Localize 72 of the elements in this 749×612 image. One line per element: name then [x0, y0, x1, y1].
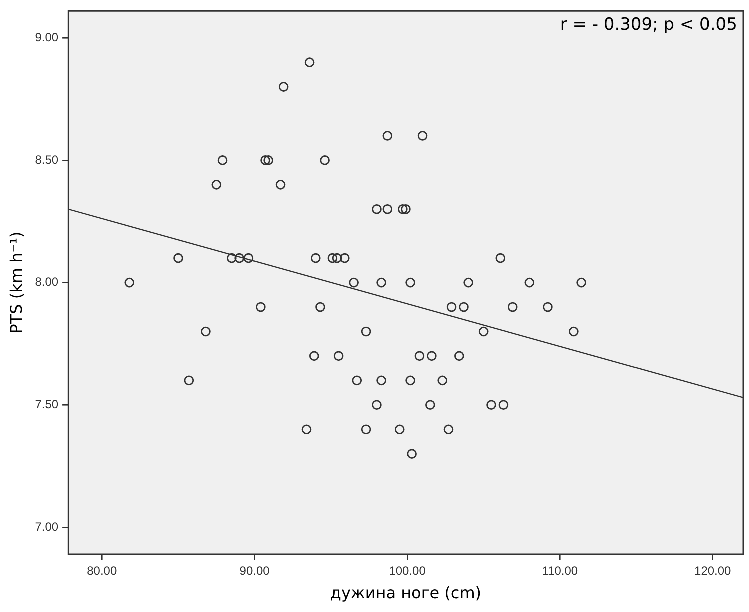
point: [372, 400, 382, 410]
point: [174, 253, 184, 264]
y-tick-label: 7.50: [35, 397, 59, 412]
point: [184, 376, 194, 386]
point: [316, 302, 326, 312]
y-tick-label: 8.00: [35, 275, 59, 290]
point: [418, 131, 428, 141]
point: [361, 424, 372, 435]
point: [234, 253, 244, 264]
point: [394, 424, 405, 435]
x-tick-label: 100.00: [389, 564, 426, 578]
point: [406, 376, 416, 386]
point: [454, 351, 464, 362]
point: [478, 326, 489, 337]
point: [276, 180, 286, 190]
point: [407, 449, 417, 459]
point: [334, 351, 344, 362]
point: [576, 278, 586, 288]
point: [352, 376, 362, 386]
point: [256, 302, 266, 312]
y-tick-label: 7.00: [35, 520, 59, 534]
point: [498, 400, 509, 410]
point: [328, 253, 338, 264]
point: [426, 400, 436, 410]
point: [398, 204, 408, 214]
point: [543, 302, 553, 312]
point: [508, 302, 518, 312]
point: [486, 400, 496, 410]
point: [309, 351, 320, 362]
point: [382, 204, 393, 214]
point: [124, 278, 135, 288]
x-tick-label: 120.00: [694, 564, 732, 578]
point: [201, 326, 211, 337]
point: [310, 253, 321, 264]
point: [496, 253, 506, 264]
point: [427, 351, 437, 362]
x-tick-label: 80.00: [87, 564, 118, 578]
point: [212, 180, 222, 190]
x-tick-label: 90.00: [240, 564, 270, 578]
point: [361, 326, 372, 337]
point: [444, 424, 454, 435]
point: [459, 302, 469, 312]
point: [464, 278, 474, 288]
point: [569, 326, 579, 337]
point: [401, 204, 411, 214]
point: [524, 278, 535, 288]
point: [260, 156, 270, 166]
point: [227, 253, 237, 264]
point: [340, 253, 350, 264]
y-tick-label: 9.00: [35, 30, 59, 44]
y-tick-label: 8.50: [35, 152, 59, 167]
point: [264, 156, 274, 166]
point: [376, 278, 386, 288]
point: [244, 253, 254, 264]
point: [446, 302, 457, 312]
x-axis-title: дужина ноге (cm): [330, 584, 482, 603]
annotation: r = - 0.309; p < 0.05: [560, 15, 738, 36]
point: [406, 278, 416, 288]
point: [218, 156, 228, 166]
point: [278, 82, 289, 92]
point: [349, 278, 359, 288]
point: [372, 204, 382, 214]
point: [438, 376, 448, 386]
point: [332, 253, 342, 264]
point: [320, 156, 330, 166]
x-tick-label: 110.00: [542, 564, 578, 578]
y-axis-title: PTS (km h⁻¹): [6, 232, 26, 334]
point: [376, 376, 386, 386]
point: [382, 131, 393, 141]
point: [414, 351, 425, 362]
point: [304, 58, 315, 68]
point: [302, 424, 312, 435]
